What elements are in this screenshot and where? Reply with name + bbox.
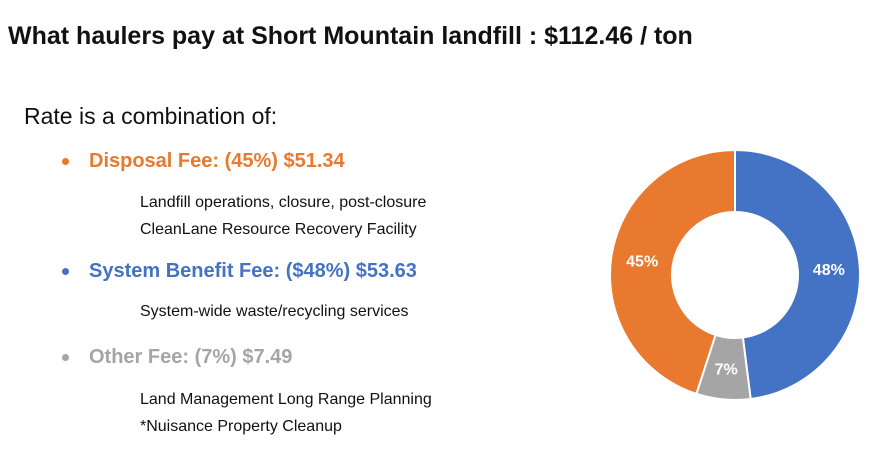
fee-other-details: Land Management Long Range Planning *Nui…	[140, 386, 432, 440]
fee-disposal-details: Landfill operations, closure, post-closu…	[140, 189, 426, 243]
donut-label: 7%	[715, 362, 738, 379]
donut-slice-disposal-fee	[610, 148, 736, 396]
fee-detail: *Nuisance Property Cleanup	[140, 418, 342, 435]
fee-system-benefit-label: System Benefit Fee: ($48%) $53.63	[89, 260, 417, 282]
bullet-dot	[62, 354, 69, 361]
intro-text: Rate is a combination of:	[24, 103, 278, 129]
donut-label: 45%	[626, 253, 658, 270]
bullet-dot	[62, 268, 69, 275]
fee-detail: Landfill operations, closure, post-closu…	[140, 194, 427, 211]
fee-detail: System-wide waste/recycling services	[140, 303, 409, 320]
donut-slice-system-benefit-fee	[734, 148, 860, 401]
bullet-dot	[62, 158, 69, 165]
donut-label: 48%	[813, 262, 845, 279]
fee-other-label: Other Fee: (7%) $7.49	[89, 346, 293, 368]
fee-disposal: Disposal Fee: (45%) $51.34	[62, 150, 345, 173]
fee-system-benefit-details: System-wide waste/recycling services	[140, 298, 409, 325]
fee-donut-chart: 48% 7% 45%	[610, 148, 860, 401]
page-title: What haulers pay at Short Mountain landf…	[8, 22, 693, 50]
fee-detail: Land Management Long Range Planning	[140, 391, 432, 408]
fee-detail: CleanLane Resource Recovery Facility	[140, 221, 417, 238]
fee-disposal-label: Disposal Fee: (45%) $51.34	[89, 150, 345, 172]
fee-system-benefit: System Benefit Fee: ($48%) $53.63	[62, 260, 417, 283]
fee-other: Other Fee: (7%) $7.49	[62, 346, 292, 369]
